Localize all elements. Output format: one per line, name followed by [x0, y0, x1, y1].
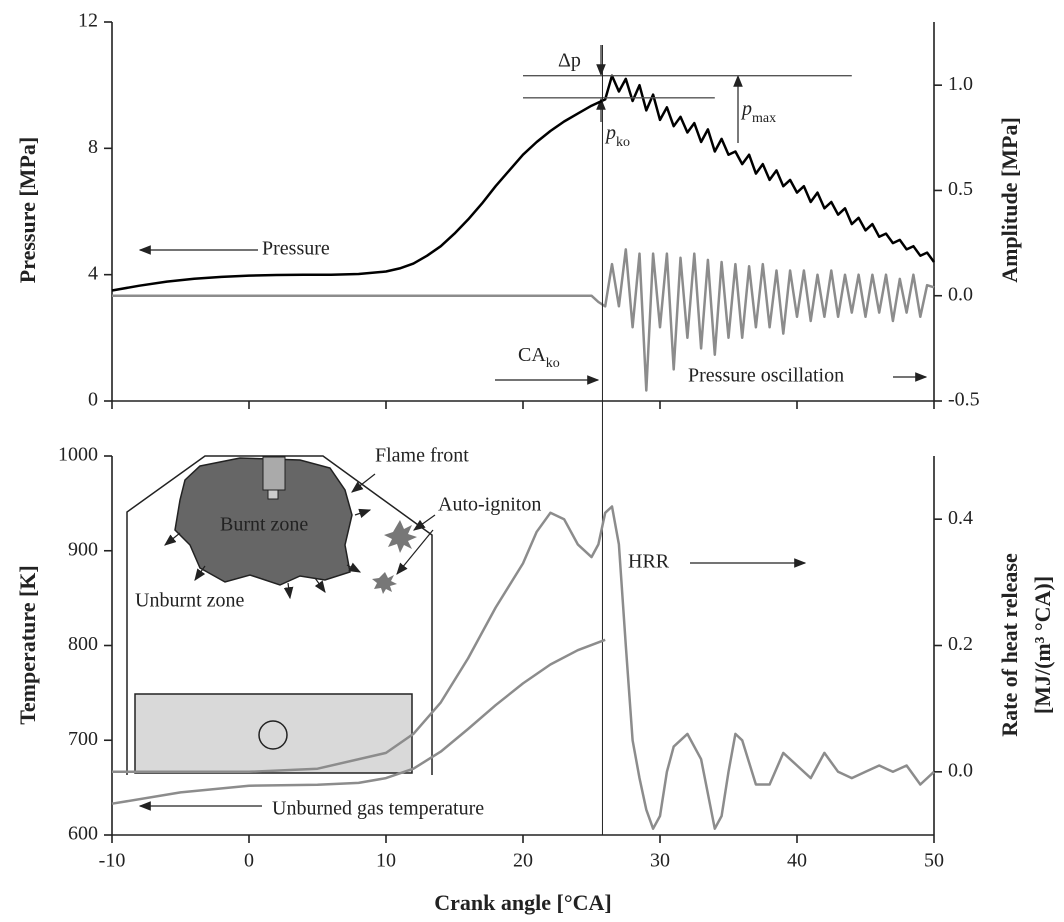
- y2-tick-label: -0.5: [948, 389, 980, 411]
- series-line: [111, 74, 936, 292]
- x-tick-label: -10: [99, 850, 126, 872]
- annotation-sub: max: [752, 111, 776, 126]
- annotation-sub: ko: [616, 135, 630, 150]
- annotation: CAko: [518, 344, 560, 372]
- annotation: pmax: [740, 98, 776, 127]
- x-tick-label: 0: [244, 850, 254, 872]
- series-label: Pressure: [262, 238, 330, 260]
- y2-axis-title: Amplitude [MPa]: [997, 117, 1022, 283]
- y2-tick-label: 0.0: [948, 759, 973, 781]
- y2-tick-label: 1.0: [948, 73, 973, 95]
- y-axis-title: Pressure [MPa]: [15, 137, 40, 283]
- x-axis-title: Crank angle [°CA]: [434, 890, 611, 915]
- y-tick-label: 12: [78, 10, 98, 32]
- y-tick-label: 700: [68, 728, 98, 750]
- y2-tick-label: 0.4: [948, 507, 973, 529]
- inset-label: Flame front: [375, 445, 469, 467]
- x-tick-label: 40: [787, 850, 807, 872]
- annotation-text: CA: [518, 344, 546, 366]
- series-label: HRR: [628, 551, 670, 573]
- annotation-sub: ko: [546, 356, 560, 371]
- annotation-text: p: [740, 98, 752, 120]
- x-tick-label: 10: [376, 850, 396, 872]
- series-line: [112, 248, 935, 392]
- y2-tick-label: 0.5: [948, 178, 973, 200]
- y-tick-label: 1000: [58, 444, 98, 466]
- series-label: Unburned gas temperature: [272, 798, 484, 820]
- y-tick-label: 600: [68, 823, 98, 845]
- annotations: Pressure Pressure oscillation CAko Δp pk…: [138, 45, 928, 820]
- y2-tick-label: 0.2: [948, 633, 973, 655]
- y-tick-label: 800: [68, 633, 98, 655]
- x-tick-label: 30: [650, 850, 670, 872]
- x-tick-label: 20: [513, 850, 533, 872]
- y2-tick-label: 0.0: [948, 283, 973, 305]
- series-line: [112, 505, 935, 830]
- inset-diagram: Flame front Auto-igniton Burnt zone Unbu…: [126, 445, 541, 775]
- x-tick-label: 50: [924, 850, 944, 872]
- series-line: [111, 638, 606, 805]
- y2-axis-title: Rate of heat release: [997, 553, 1022, 737]
- inset-label: Burnt zone: [220, 514, 308, 536]
- series-label: Pressure oscillation: [688, 365, 844, 387]
- inset-label: Unburnt zone: [135, 590, 245, 612]
- annotation-text: p: [604, 122, 616, 144]
- y-tick-label: 0: [88, 389, 98, 411]
- y-tick-label: 4: [88, 262, 98, 284]
- y-tick-label: 900: [68, 538, 98, 560]
- annotation: Δp: [558, 50, 581, 72]
- inset-label: Auto-igniton: [438, 494, 541, 516]
- y2-axis-title: [MJ/(m³ °CA)]: [1030, 576, 1055, 714]
- annotation: pko: [604, 122, 630, 151]
- y-axis-title: Temperature [K]: [15, 565, 40, 724]
- y-tick-label: 8: [88, 136, 98, 158]
